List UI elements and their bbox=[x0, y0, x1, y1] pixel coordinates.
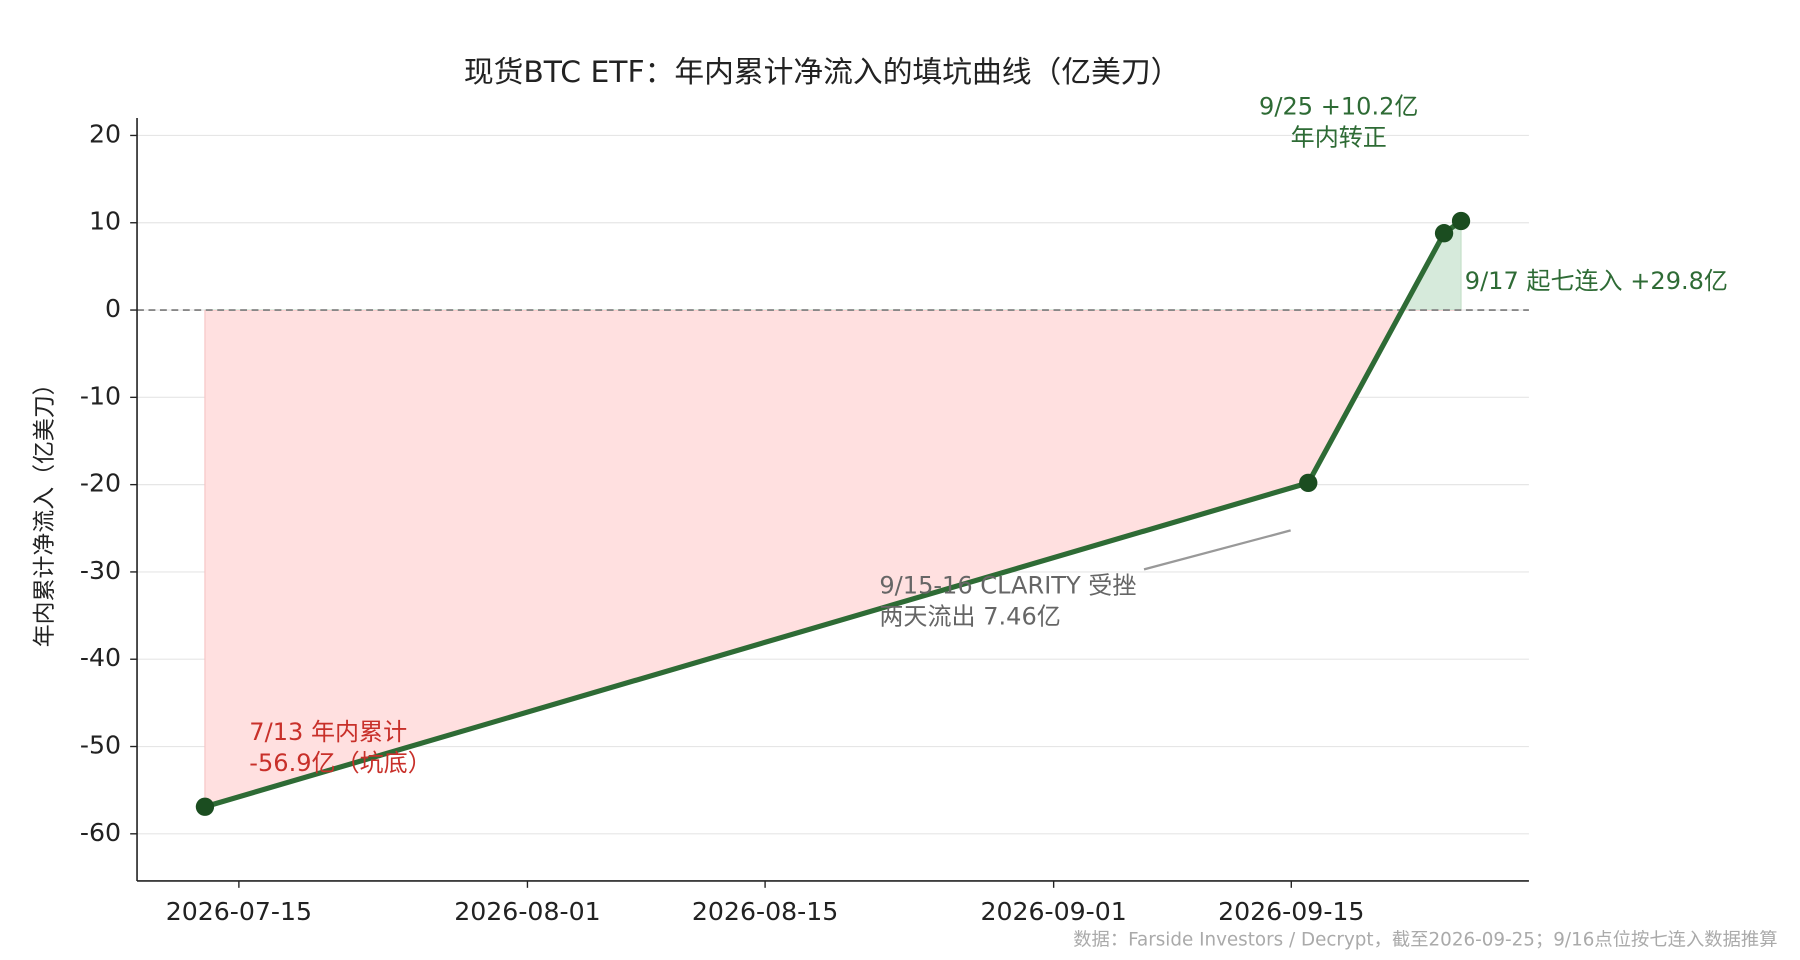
y-tick-label: -40 bbox=[80, 643, 121, 672]
annotation: 9/17 起七连入 +29.8亿 bbox=[1465, 267, 1728, 295]
y-tick-label: -10 bbox=[80, 381, 121, 410]
source-note: 数据：Farside Investors / Decrypt，截至2026-09… bbox=[1073, 930, 1777, 951]
y-tick-label: -20 bbox=[80, 469, 121, 498]
point bbox=[195, 797, 215, 816]
x-tick-label: 2026-08-01 bbox=[454, 897, 600, 926]
x-tick-label: 2026-09-15 bbox=[1218, 897, 1364, 926]
annotation: 9/25 +10.2亿 bbox=[1259, 93, 1418, 121]
y-tick-label: 0 bbox=[105, 294, 121, 323]
chart-title: 现货BTC ETF：年内累计净流入的填坑曲线（亿美刀） bbox=[464, 55, 1181, 90]
x-tick-label: 2026-07-15 bbox=[166, 897, 312, 926]
y-tick-label: 10 bbox=[89, 207, 121, 236]
point bbox=[1451, 211, 1471, 231]
annotation: 7/13 年内累计 bbox=[249, 718, 407, 746]
annotation: 9/15-16 CLARITY 受挫 bbox=[879, 572, 1136, 600]
y-tick-label: -30 bbox=[80, 556, 121, 585]
y-axis-label: 年内累计净流入（亿美刀） bbox=[32, 372, 58, 647]
x-tick-label: 2026-09-01 bbox=[980, 897, 1126, 926]
point bbox=[1434, 224, 1454, 243]
point bbox=[1299, 473, 1318, 493]
x-tick-label: 2026-08-15 bbox=[692, 897, 838, 926]
y-tick-label: 20 bbox=[89, 119, 121, 148]
annotation-arrow bbox=[1143, 529, 1291, 571]
y-tick-label: -50 bbox=[80, 731, 121, 760]
annotation: 两天流出 7.46亿 bbox=[879, 602, 1060, 630]
annotation: -56.9亿（坑底） bbox=[249, 749, 431, 777]
annotation: 年内转正 bbox=[1291, 124, 1387, 152]
y-tick-label: -60 bbox=[80, 818, 121, 847]
line bbox=[204, 218, 1463, 810]
